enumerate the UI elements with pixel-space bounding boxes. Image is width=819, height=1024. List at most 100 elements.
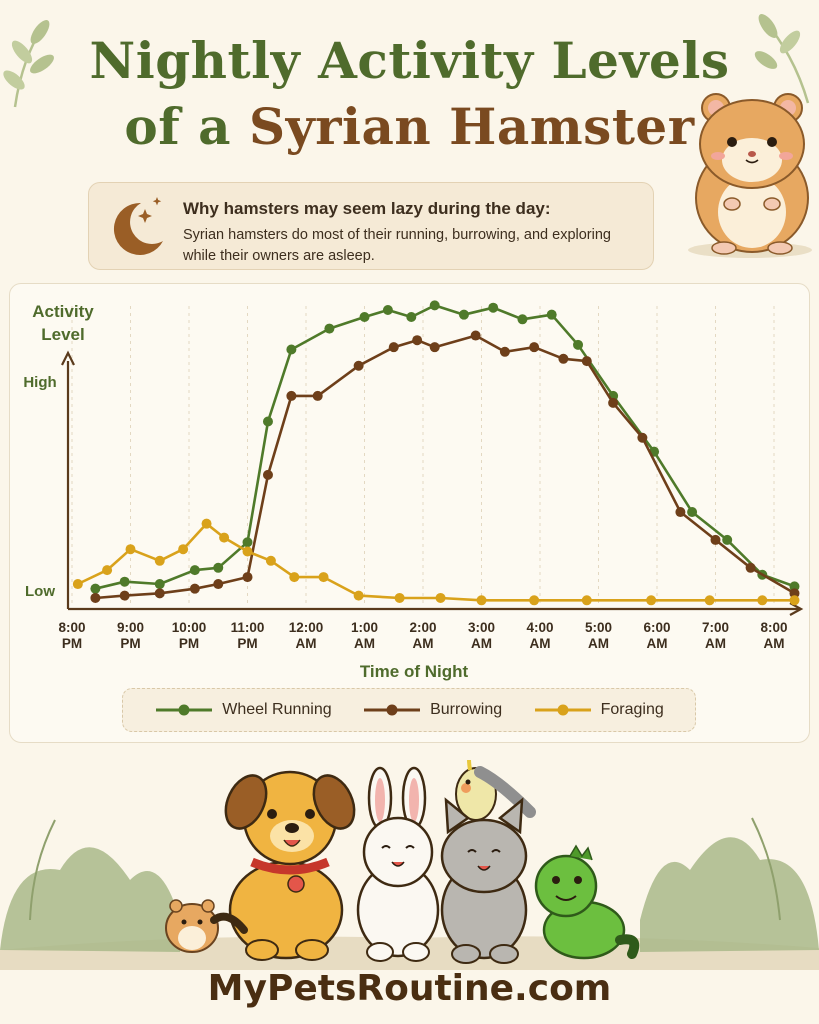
x-tick-label: 11:00 (231, 620, 265, 635)
data-point-foraging (529, 595, 540, 606)
x-tick-label: AM (471, 636, 492, 651)
rabbit-icon (356, 766, 440, 962)
pets-group-illustration (0, 760, 819, 970)
data-point-foraging (201, 518, 212, 529)
data-point-wheel-running (119, 576, 130, 587)
x-tick-label: AM (588, 636, 609, 651)
x-tick-label: AM (530, 636, 551, 651)
y-axis-label: Level (41, 325, 84, 344)
data-point-burrowing (581, 356, 592, 367)
lizard-icon (534, 844, 640, 960)
data-point-wheel-running (546, 309, 557, 320)
data-point-burrowing (558, 353, 569, 364)
x-tick-label: 3:00 (468, 620, 495, 635)
data-point-burrowing (388, 342, 399, 353)
x-tick-label: 6:00 (643, 620, 670, 635)
data-point-foraging (581, 595, 592, 606)
x-tick-label: AM (413, 636, 434, 651)
data-point-wheel-running (242, 537, 253, 548)
x-tick-label: 4:00 (526, 620, 553, 635)
legend-item: Wheel Running (154, 701, 332, 719)
data-point-burrowing (789, 588, 800, 599)
legend-label: Wheel Running (222, 701, 332, 718)
legend-item: Foraging (533, 701, 664, 719)
x-tick-label: 8:00 (760, 620, 787, 635)
info-callout: Why hamsters may seem lazy during the da… (88, 182, 654, 270)
data-point-burrowing (262, 469, 273, 480)
data-point-burrowing (286, 390, 297, 401)
legend-item: Burrowing (362, 701, 502, 719)
page-title-subject: Syrian Hamster (248, 97, 695, 156)
x-tick-label: PM (179, 636, 199, 651)
x-tick-label: PM (120, 636, 140, 651)
data-point-wheel-running (517, 314, 528, 325)
x-tick-label: 10:00 (172, 620, 207, 635)
data-point-wheel-running (458, 309, 469, 320)
y-tick-label: Low (25, 583, 55, 600)
legend-label: Foraging (600, 701, 664, 718)
data-point-foraging (154, 555, 165, 566)
callout-body: Syrian hamsters do most of their running… (183, 227, 611, 264)
data-point-wheel-running (406, 311, 417, 322)
data-point-wheel-running (189, 565, 200, 576)
data-point-burrowing (429, 342, 440, 353)
data-point-burrowing (312, 390, 323, 401)
series-line-burrowing (95, 334, 796, 600)
data-point-wheel-running (359, 311, 370, 322)
x-tick-label: 12:00 (289, 620, 324, 635)
chart-legend: Wheel Running Burrowing Foraging (122, 688, 696, 732)
data-point-wheel-running (286, 344, 297, 355)
data-point-foraging (353, 590, 364, 601)
x-tick-label: PM (237, 636, 257, 651)
data-point-wheel-running (429, 300, 440, 311)
data-point-burrowing (412, 335, 423, 346)
data-point-burrowing (242, 572, 253, 583)
y-axis-arrow (61, 350, 75, 366)
data-point-foraging (289, 572, 300, 583)
y-axis-label: Activity (32, 302, 94, 321)
data-point-foraging (125, 544, 136, 555)
data-point-wheel-running (382, 305, 393, 316)
callout-heading: Why hamsters may seem lazy during the da… (183, 199, 551, 218)
data-point-burrowing (213, 579, 224, 590)
data-point-wheel-running (789, 581, 800, 592)
leaves-icon (754, 14, 810, 104)
data-point-burrowing (710, 534, 721, 545)
data-point-burrowing (608, 397, 619, 408)
data-point-wheel-running (488, 302, 499, 313)
x-tick-label: AM (354, 636, 375, 651)
legend-label: Burrowing (430, 701, 503, 718)
footer-brand: MyPetsRoutine.com (207, 968, 612, 1009)
data-point-foraging (435, 592, 446, 603)
dog-icon (210, 770, 356, 961)
data-point-foraging (789, 595, 800, 606)
page-title-line-1: Nightly Activity Levels (89, 31, 730, 90)
data-point-burrowing (529, 342, 540, 353)
data-point-foraging (476, 595, 487, 606)
data-point-foraging (318, 572, 329, 583)
x-tick-label: AM (764, 636, 785, 651)
legend-swatch (534, 704, 591, 716)
data-point-foraging (757, 595, 768, 606)
x-tick-label: PM (62, 636, 82, 651)
data-point-foraging (265, 555, 276, 566)
x-tick-label: 1:00 (351, 620, 378, 635)
data-point-foraging (646, 595, 657, 606)
hamster-icon (688, 93, 812, 258)
x-axis-label: Time of Night (360, 662, 469, 681)
x-tick-label: AM (296, 636, 317, 651)
data-point-wheel-running (154, 579, 165, 590)
data-point-burrowing (745, 562, 756, 573)
data-point-burrowing (470, 330, 481, 341)
data-point-foraging (72, 579, 83, 590)
hamster-icon (165, 899, 219, 953)
legend-swatch (364, 704, 421, 716)
data-point-foraging (178, 544, 189, 555)
data-point-burrowing (154, 588, 165, 599)
data-point-wheel-running (573, 339, 584, 350)
data-point-wheel-running (90, 583, 101, 594)
data-point-burrowing (90, 592, 101, 603)
data-point-foraging (394, 592, 405, 603)
page-title-prefix: of a (124, 97, 249, 156)
